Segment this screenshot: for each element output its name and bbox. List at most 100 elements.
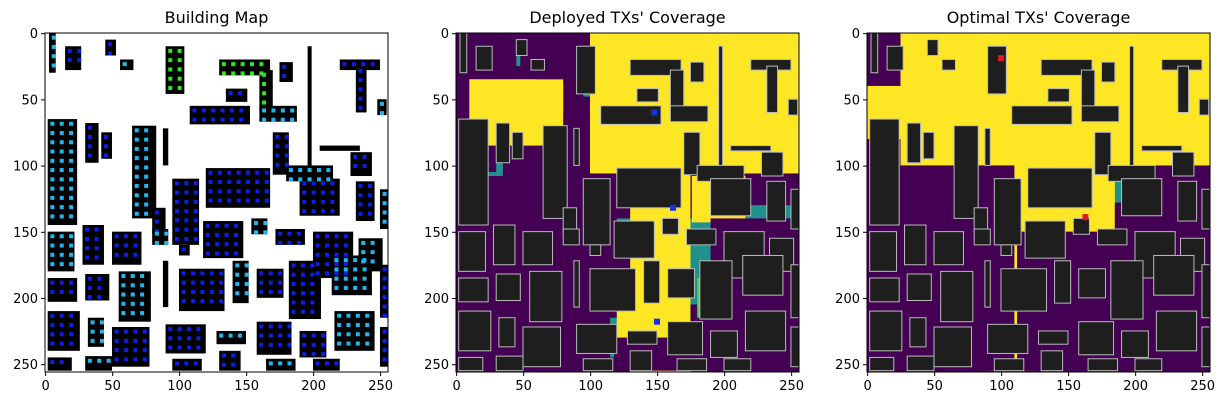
tx-marker [321,181,326,186]
tx-marker [259,333,264,338]
tx-marker [69,313,74,318]
tx-marker [217,179,222,184]
tx-marker [50,360,55,365]
tx-marker [325,262,330,267]
tx-marker [177,326,182,331]
tx-marker [382,357,387,362]
panel-building-map: Building Map 0 50 100 150 200 250 0 50 100 150 200… [13,8,393,394]
building-block [522,231,553,266]
building-block [1096,228,1128,246]
building-block [689,61,705,83]
tx-marker [321,209,326,214]
tx-marker [217,198,222,203]
tx-marker [59,140,64,145]
tx-marker [259,271,264,276]
tx-marker [382,313,387,318]
building-block [377,99,387,116]
building-block [685,228,717,246]
tx-marker [51,44,56,49]
building-block [766,180,787,222]
tx-marker [124,357,129,362]
tx-marker [219,299,224,304]
tx-marker [69,149,74,154]
building-block [495,355,524,372]
tx-marker [50,140,55,145]
tx-marker [154,219,159,224]
tx-marker [300,300,305,305]
tx-marker [228,91,233,96]
tx-marker [69,280,74,285]
tx-marker [291,291,296,296]
tx-marker [121,292,126,297]
y-tick-label: 200 [13,292,38,307]
tx-point [1082,214,1089,221]
tx-marker [107,51,112,56]
tx-marker [144,165,149,170]
tx-marker [59,252,64,257]
building-block [627,330,658,345]
tx-marker [362,276,367,281]
tx-marker [184,361,189,366]
tx-marker [278,271,283,276]
building-block [582,178,611,246]
building-block [1024,220,1066,259]
tx-marker [184,199,189,204]
tx-marker [59,186,64,191]
tx-marker [355,341,360,346]
building-block [511,131,524,160]
tx-marker [268,361,273,366]
tx-marker [302,190,307,195]
tx-marker [99,320,104,325]
tx-marker [177,48,182,53]
tx-marker [133,252,138,257]
building-block [1038,330,1069,345]
building-block [940,270,974,323]
tx-marker [50,323,55,328]
x-tick-label: 100 [989,379,1014,394]
tx-marker [224,242,229,247]
tx-marker [287,324,292,329]
tx-marker [302,352,307,357]
tx-marker [67,48,72,53]
tx-marker [181,271,186,276]
tx-marker [353,267,358,272]
tx-marker [50,280,55,285]
tx-marker [134,202,139,207]
tx-marker [174,199,179,204]
x-tick-label: 50 [515,379,532,394]
tx-marker [334,276,339,281]
tx-marker [87,295,92,300]
tx-marker [365,313,370,318]
tx-marker [358,211,363,216]
building-block [787,98,799,116]
building-block [760,151,784,177]
building-block [339,59,380,71]
tx-marker [191,289,196,294]
tx-marker [330,209,335,214]
tx-marker [85,246,90,251]
tx-marker [240,71,245,76]
tx-marker [382,210,387,215]
building-block [475,45,493,71]
tx-marker [337,332,342,337]
tx-marker [106,358,111,363]
tx-marker [130,301,135,306]
tx-marker [59,130,64,135]
tx-marker [87,134,92,139]
tx-marker [334,285,339,290]
tx-marker [50,177,55,182]
tx-marker [321,199,326,204]
tx-marker [87,153,92,158]
tx-marker [337,313,342,318]
tx-marker [201,117,206,122]
tx-marker [209,299,214,304]
building-block [987,323,1029,354]
y-tick-label: 100 [835,160,860,175]
tx-marker [291,263,296,268]
tx-marker [326,168,331,173]
tx-marker [174,190,179,195]
tx-marker [122,62,127,67]
tx-marker [168,67,173,72]
tx-marker [134,128,139,133]
tx-marker [245,198,250,203]
